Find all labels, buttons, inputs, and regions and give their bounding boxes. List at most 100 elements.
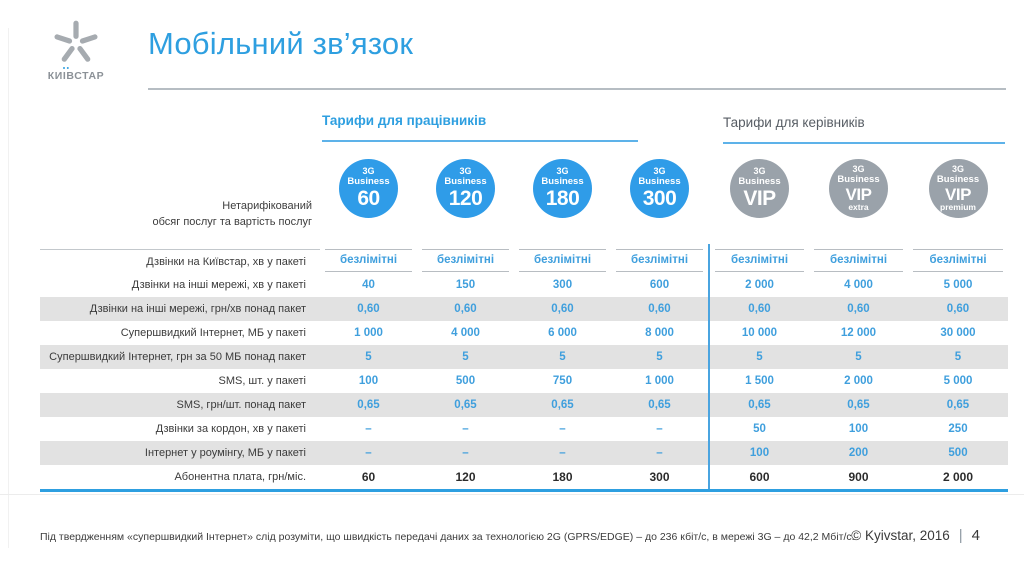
cell-value: 2 000 — [710, 273, 809, 297]
cell-value: – — [514, 417, 611, 441]
plan-circle-text: 120 — [448, 186, 483, 210]
cell-text: 5 — [954, 351, 962, 363]
cell-value: 0,60 — [908, 297, 1008, 321]
cell-value: 6 000 — [514, 321, 611, 345]
cell-text: 300 — [649, 470, 670, 484]
plan-cell: 3G Business 60 — [320, 159, 417, 218]
table-row: SMS, шт. у пакеті 100 500 750 1 000 1 500 2 00… — [40, 369, 1008, 393]
cell-text: 500 — [455, 375, 476, 387]
table-row: Абонентна плата, грн/міс. 60 120 180 300 600 9… — [40, 465, 1008, 489]
cell-value: безлімітні — [809, 249, 908, 273]
plan-cell: 3G Business 180 — [514, 159, 611, 218]
row-label: SMS, грн/шт. понад пакет — [176, 399, 306, 411]
cell-text: – — [365, 423, 372, 435]
cell-value: 0,65 — [611, 393, 708, 417]
cell-value: 0,65 — [514, 393, 611, 417]
table-row: SMS, грн/шт. понад пакет 0,65 0,65 0,65 0,65… — [40, 393, 1008, 417]
plan-circle-subtext: premium — [940, 201, 976, 212]
cell-text: 2 000 — [844, 375, 873, 387]
slide-content: Тарифи для працівників Тарифи для керівн… — [40, 0, 1008, 574]
cell-text: 8 000 — [645, 327, 674, 339]
cell-value: 150 — [417, 273, 514, 297]
page-number: 4 — [971, 527, 980, 544]
cell-text: – — [656, 447, 663, 459]
row-label: SMS, шт. у пакеті — [218, 375, 306, 387]
plan-circle-text: Business — [738, 175, 781, 187]
footer-divider — [0, 494, 1024, 495]
plan-circle-text: Business — [347, 175, 390, 187]
cell-value: безлімітні — [611, 249, 708, 273]
cell-value: 100 — [809, 417, 908, 441]
row-label: Дзвінки за кордон, хв у пакеті — [155, 423, 306, 435]
cell-value: 100 — [320, 369, 417, 393]
cell-value: 120 — [417, 465, 514, 489]
footer-copyright: © Kyivstar, 2016 | 4 — [851, 527, 980, 544]
cell-value: 10 000 — [710, 321, 809, 345]
cell-text: 0,60 — [551, 303, 574, 315]
cell-text: 0,65 — [946, 399, 970, 411]
cell-text: – — [365, 447, 372, 459]
cell-text: – — [462, 423, 469, 435]
cell-text: 0,60 — [847, 303, 870, 315]
footnote-text: Під твердженням «супершвидкий Інтернет» … — [40, 531, 855, 543]
group-divider-line — [708, 244, 710, 490]
cell-value: 4 000 — [809, 273, 908, 297]
cell-value: 0,65 — [320, 393, 417, 417]
cell-value: безлімітні — [710, 249, 809, 273]
cell-text: безлімітні — [616, 249, 703, 272]
cell-value: 5 — [710, 345, 809, 369]
cell-value: – — [320, 417, 417, 441]
plan-cell: 3G Business 300 — [611, 159, 708, 218]
cell-value: 50 — [710, 417, 809, 441]
plan-circle-text: 3G — [753, 166, 766, 177]
plan-circle-vip: 3G Business VIP — [730, 159, 789, 218]
cell-value: 0,65 — [417, 393, 514, 417]
section-underline-employees — [322, 140, 638, 142]
plan-circle-subtext: extra — [848, 201, 869, 212]
cell-text: 0,60 — [946, 303, 970, 315]
cell-text: безлімітні — [519, 249, 606, 272]
plan-circle-text: VIP — [945, 184, 971, 204]
cell-text: 1 000 — [645, 375, 674, 387]
cell-text: 120 — [455, 470, 476, 484]
cell-text: 0,65 — [648, 399, 671, 411]
cell-text: безлімітні — [913, 249, 1003, 272]
cell-value: 0,60 — [710, 297, 809, 321]
wordmark-yi: І — [62, 66, 67, 82]
table-row: Дзвінки за кордон, хв у пакеті – – – – 50 100 2… — [40, 417, 1008, 441]
plan-cell: 3G Business VIP extra — [809, 159, 908, 218]
cell-value: 5 — [514, 345, 611, 369]
cell-value: – — [320, 441, 417, 465]
cell-value: 500 — [908, 441, 1008, 465]
cell-value: 300 — [514, 273, 611, 297]
cell-text: 0,60 — [748, 303, 771, 315]
cell-text: 5 — [855, 351, 862, 363]
cell-value: – — [514, 441, 611, 465]
plan-circle-text: Business — [936, 173, 980, 185]
title-divider — [148, 88, 1006, 90]
cell-value: 5 — [417, 345, 514, 369]
row-label: Абонентна плата, грн/міс. — [174, 471, 306, 483]
cell-value: 30 000 — [908, 321, 1008, 345]
cell-value: 100 — [710, 441, 809, 465]
cell-text: 5 — [462, 351, 469, 363]
plan-circle-180: 3G Business 180 — [533, 159, 592, 218]
cell-value: 0,60 — [809, 297, 908, 321]
cell-text: – — [559, 447, 566, 459]
cell-value: безлімітні — [417, 249, 514, 273]
cell-value: 5 000 — [908, 369, 1008, 393]
cell-text: 0,65 — [357, 399, 380, 411]
cell-text: 4 000 — [451, 327, 480, 339]
cell-value: 4 000 — [417, 321, 514, 345]
cell-value: 180 — [514, 465, 611, 489]
plan-cell: 3G Business VIP premium — [908, 159, 1008, 218]
cell-value: 600 — [611, 273, 708, 297]
plan-cell: 3G Business VIP — [710, 159, 809, 218]
cell-text: 5 — [365, 351, 372, 363]
plan-circle-vip-extra: 3G Business VIP extra — [829, 159, 888, 218]
cell-text: безлімітні — [715, 249, 804, 272]
plan-circle-text: 3G — [362, 166, 375, 177]
cell-value: 5 — [320, 345, 417, 369]
cell-value: 900 — [809, 465, 908, 489]
